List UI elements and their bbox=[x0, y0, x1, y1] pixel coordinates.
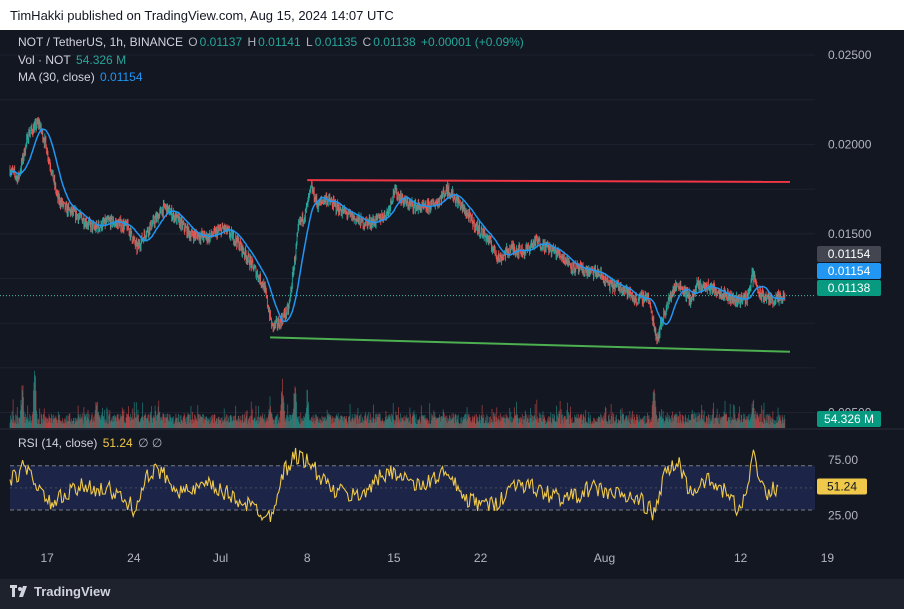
footer-bar: TradingView bbox=[0, 579, 904, 609]
rsi-tick-label: 75.00 bbox=[828, 453, 858, 467]
time-tick-label: 22 bbox=[474, 551, 488, 565]
time-tick-label: 24 bbox=[127, 551, 141, 565]
price-tick-label: 0.02000 bbox=[828, 137, 872, 151]
rsi-extra: ∅ ∅ bbox=[138, 436, 163, 450]
rsi-label: RSI (14, close) bbox=[18, 436, 98, 450]
time-tick-label: Jul bbox=[213, 551, 228, 565]
rsi-tag-bg bbox=[817, 478, 867, 495]
publish-info: TimHakki published on TradingView.com, A… bbox=[10, 8, 394, 23]
rsi-line bbox=[9, 447, 779, 522]
price-tick-label: 0.01500 bbox=[828, 227, 872, 241]
low-label: L bbox=[306, 35, 313, 49]
time-tick-label: 19 bbox=[821, 551, 835, 565]
ma-price-tag-bg bbox=[817, 263, 881, 279]
price-tick-label: 0.02500 bbox=[828, 48, 872, 62]
rsi-tag: 51.24 bbox=[827, 479, 857, 493]
volume-label: Vol · NOT bbox=[18, 53, 71, 67]
rsi-legend: RSI (14, close) 51.24 ∅ ∅ bbox=[18, 436, 164, 450]
resistance-line bbox=[307, 179, 791, 183]
rsi-tick-label: 25.00 bbox=[828, 509, 858, 523]
ma-line bbox=[9, 128, 785, 326]
volume-legend: Vol · NOT 54.326 M bbox=[18, 53, 128, 67]
volume-tag: 54.326 M bbox=[824, 412, 874, 426]
time-tick-label: Aug bbox=[594, 551, 615, 565]
close-label: C bbox=[362, 35, 372, 49]
symbol-name: NOT / TetherUS, 1h, BINANCE bbox=[18, 35, 183, 49]
time-tick-label: 8 bbox=[304, 551, 311, 565]
ma-legend: MA (30, close) 0.01154 bbox=[18, 70, 145, 84]
volume-tag-bg bbox=[817, 411, 881, 427]
candles bbox=[9, 116, 786, 345]
grid-lines bbox=[0, 54, 815, 413]
support-line bbox=[270, 336, 791, 353]
last-price-tag: 0.01154 bbox=[828, 247, 871, 261]
ma-price-tag: 0.01154 bbox=[828, 264, 871, 278]
close-value: 0.01138 bbox=[373, 35, 416, 49]
chart-panel[interactable]: 0.025000.020000.015000.0050075.0025.000.… bbox=[0, 30, 904, 579]
time-axis: 17 24 Jul 8 15 22 Aug 12 19 bbox=[40, 551, 834, 565]
change-value: +0.00001 (+0.09%) bbox=[421, 35, 524, 49]
ma-value: 0.01154 bbox=[100, 70, 143, 84]
volume-bars bbox=[9, 370, 786, 428]
time-tick-label: 12 bbox=[734, 551, 748, 565]
volume-value: 54.326 M bbox=[76, 53, 127, 67]
close-price-tag-bg bbox=[817, 280, 881, 296]
low-value: 0.01135 bbox=[314, 35, 358, 49]
chart-canvas[interactable]: 0.025000.020000.015000.0050075.0025.000.… bbox=[0, 30, 904, 579]
close-price-tag: 0.01138 bbox=[828, 281, 871, 295]
publish-bar: TimHakki published on TradingView.com, A… bbox=[0, 0, 904, 30]
symbol-legend: NOT / TetherUS, 1h, BINANCE O 0.01137 H 0.… bbox=[18, 35, 526, 49]
high-value: 0.01141 bbox=[258, 35, 301, 49]
open-value: 0.01137 bbox=[199, 35, 243, 49]
tradingview-logo-text: TradingView bbox=[34, 584, 111, 599]
time-tick-label: 15 bbox=[387, 551, 401, 565]
open-label: O bbox=[188, 35, 198, 49]
time-tick-label: 17 bbox=[40, 551, 54, 565]
tradingview-logo[interactable]: TradingView bbox=[10, 584, 110, 599]
high-label: H bbox=[247, 35, 257, 49]
rsi-value: 51.24 bbox=[102, 436, 133, 450]
ma-label: MA (30, close) bbox=[18, 70, 95, 84]
tradingview-logo-icon bbox=[10, 584, 28, 599]
last-price-tag-bg bbox=[817, 246, 881, 262]
